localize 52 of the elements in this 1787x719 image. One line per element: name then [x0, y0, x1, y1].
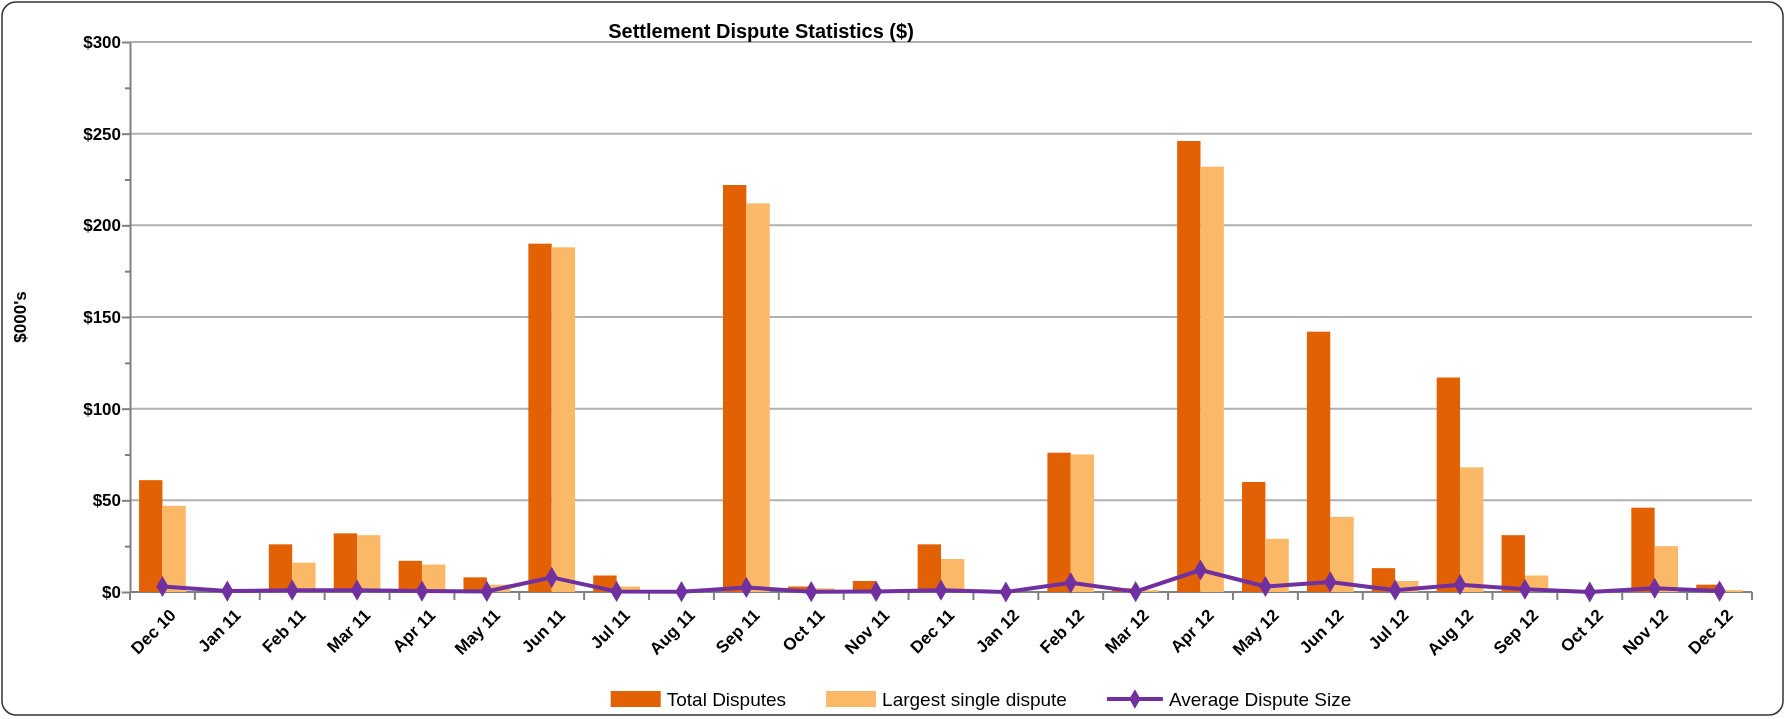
x-tick-label: Sep 12: [1489, 605, 1543, 658]
y-tick-label: $150: [83, 307, 121, 327]
x-tick-label: Dec 12: [1684, 605, 1737, 659]
chart-title: Settlement Dispute Statistics ($): [608, 20, 914, 42]
bar: [528, 243, 552, 592]
bar: [162, 505, 186, 592]
bar: [1177, 141, 1201, 592]
bar: [746, 203, 770, 592]
x-tick-label: Aug 11: [645, 605, 699, 659]
bar: [1242, 482, 1266, 592]
bar: [139, 480, 163, 592]
x-tick-label: Dec 11: [906, 605, 959, 658]
x-tick-label: Jan 11: [194, 605, 245, 657]
x-tick-label: Oct 12: [1556, 605, 1608, 656]
bar: [1200, 166, 1224, 592]
y-tick-label: $100: [83, 399, 121, 419]
x-tick-label: Aug 12: [1423, 605, 1478, 660]
y-axis-title: $000's: [11, 291, 30, 343]
bar: [1501, 535, 1525, 592]
x-tick-label: Sep 11: [712, 605, 764, 658]
legend-label: Total Disputes: [666, 688, 787, 710]
y-tick-label: $0: [102, 582, 121, 602]
x-tick-label: Apr 11: [389, 605, 440, 656]
legend-label: Average Dispute Size: [1168, 688, 1352, 710]
bar: [723, 185, 747, 592]
x-tick-label: Jun 12: [1296, 605, 1348, 658]
y-tick-label: $200: [83, 216, 121, 236]
bar: [1436, 377, 1461, 592]
x-tick-label: Apr 12: [1166, 605, 1218, 657]
legend-label: Largest single dispute: [882, 688, 1067, 710]
x-tick-label: Nov 12: [1619, 605, 1672, 659]
y-tick-label: $300: [83, 32, 121, 52]
x-tick-label: Jan 12: [972, 605, 1024, 657]
x-tick-label: Feb 11: [258, 605, 310, 657]
bar: [551, 247, 576, 592]
bar: [1330, 516, 1354, 592]
bar: [1631, 507, 1655, 592]
x-tick-label: Mar 12: [1101, 605, 1153, 658]
x-tick-label: Oct 11: [778, 605, 829, 656]
bar: [1047, 452, 1071, 592]
x-tick-label: Feb 12: [1036, 605, 1088, 658]
bar: [917, 544, 941, 592]
bar: [1306, 331, 1331, 592]
x-tick-label: Jul 11: [586, 605, 634, 653]
y-tick-label: $250: [83, 124, 121, 144]
x-tick-label: Jul 12: [1364, 605, 1413, 654]
bar: [1070, 454, 1095, 592]
x-tick-label: Jun 11: [518, 605, 569, 657]
x-tick-label: Dec 10: [127, 605, 180, 659]
bar: [1460, 467, 1484, 592]
x-tick-label: Mar 11: [323, 605, 375, 657]
y-tick-label: $50: [92, 491, 121, 511]
